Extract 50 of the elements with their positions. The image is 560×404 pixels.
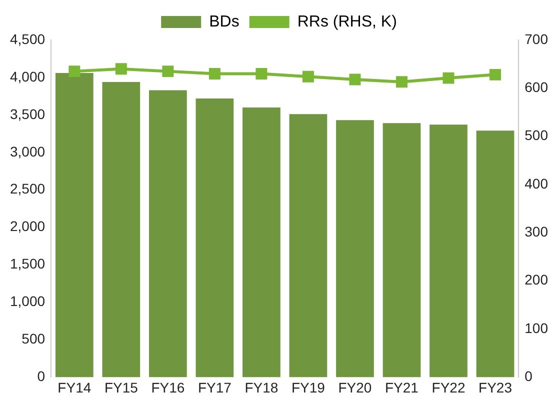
x-tick-label: FY19 [291, 379, 326, 396]
x-tick-label: FY15 [104, 379, 138, 396]
bar [476, 130, 514, 378]
point [68, 66, 80, 78]
y-tick-label: 4,000 [10, 68, 46, 84]
bar [430, 124, 468, 378]
y2-tick-label: 500 [524, 127, 548, 144]
x-tick-label: FY18 [244, 379, 278, 396]
point [115, 63, 127, 75]
y-tick-label: 4,500 [10, 30, 46, 47]
y-tick-label: 2,500 [10, 180, 46, 197]
y-tick-label: 0 [37, 368, 46, 384]
point [490, 68, 502, 80]
y2-tick-label: 100 [524, 320, 548, 336]
x-tick-label: FY17 [198, 379, 232, 396]
legend-label: RRs (RHS, K) [297, 13, 397, 30]
x-tick-label: FY14 [58, 379, 92, 396]
bar [102, 82, 140, 378]
y2-tick-label: 600 [524, 79, 548, 96]
y-tick-label: 1,000 [10, 293, 46, 310]
legend-label: BDs [209, 13, 240, 30]
bar [149, 90, 187, 378]
bar [196, 98, 234, 378]
point [162, 66, 174, 78]
point [302, 70, 314, 82]
point [208, 68, 220, 80]
y-tick-label: 500 [22, 330, 46, 347]
bar [382, 123, 421, 378]
y-tick-label: 1,500 [10, 256, 46, 272]
point [256, 68, 268, 80]
x-tick-label: FY23 [478, 379, 512, 396]
y-tick-label: 2,000 [10, 218, 46, 234]
bar [336, 120, 374, 378]
x-tick-label: FY20 [338, 379, 372, 396]
y-tick-label: 3,500 [10, 106, 46, 122]
point [396, 76, 408, 88]
bar [242, 107, 280, 378]
y2-tick-label: 300 [524, 224, 548, 240]
y2-tick-label: 700 [524, 30, 548, 47]
y-tick-label: 3,000 [10, 143, 46, 160]
bar [289, 114, 328, 378]
x-tick-label: FY16 [151, 379, 185, 396]
y2-tick-label: 200 [524, 272, 548, 288]
bar [55, 72, 94, 378]
x-tick-label: FY21 [385, 379, 419, 396]
point [442, 72, 454, 84]
y2-tick-label: 0 [524, 368, 533, 384]
x-tick-label: FY22 [432, 379, 466, 396]
point [349, 74, 361, 86]
y2-tick-label: 400 [524, 175, 548, 192]
